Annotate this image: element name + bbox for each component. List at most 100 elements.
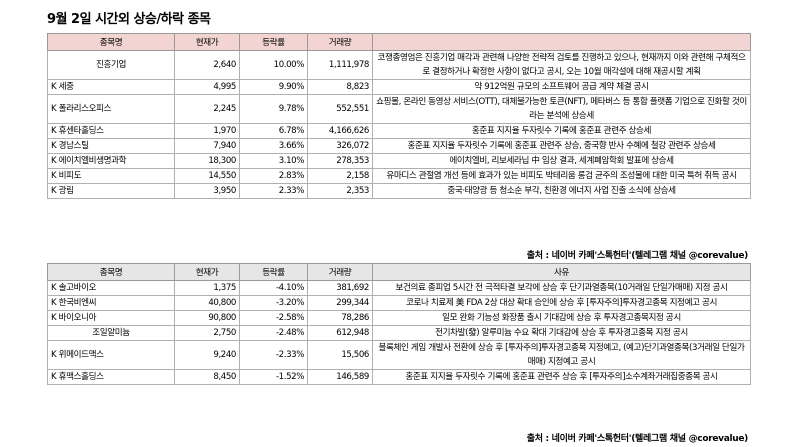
stock-name: 조일알미늄 <box>47 325 175 341</box>
stock-volume: 4,166,626 <box>307 123 373 139</box>
stock-price: 4,995 <box>174 79 240 95</box>
stock-name: K 비피도 <box>47 168 175 184</box>
stock-name: K 에이치엘비생명과학 <box>47 153 175 169</box>
table-row: K 위메이드맥스 9,240 -2.33% 15,506 블록체인 게임 개발사… <box>47 340 751 370</box>
stock-change: 9.90% <box>239 79 308 95</box>
stock-name: K 휴맥스홀딩스 <box>47 369 175 385</box>
header-change: 등락률 <box>239 263 308 281</box>
stock-volume: 552,551 <box>307 94 373 124</box>
header-price: 현재가 <box>174 33 240 51</box>
source-caption: 출처 : 네이버 카페'스톡헌터'(텔레그램 채널 @corevalue) <box>526 251 749 261</box>
table-row: K 경남스틸 7,940 3.66% 326,072 홍준표 지지율 두자릿수 … <box>47 138 751 154</box>
stock-name: K 경남스틸 <box>47 138 175 154</box>
table-row: K 폴라리스오피스 2,245 9.78% 552,551 쇼핑몰, 온라인 동… <box>47 94 751 124</box>
stock-volume: 612,948 <box>307 325 373 341</box>
header-volume: 거래량 <box>307 263 373 281</box>
stock-volume: 278,353 <box>307 153 373 169</box>
stock-name: K 한국비엔씨 <box>47 295 175 311</box>
stock-price: 14,550 <box>174 168 240 184</box>
stock-name: K 세중 <box>47 79 175 95</box>
stock-reason: 블록체인 게임 개발사 전환에 상승 후 [투자주의]투자경고종목 지정예고, … <box>372 340 751 370</box>
stock-reason: 약 912억원 규모의 소프트웨어 공급 계약 체결 공시 <box>372 79 751 95</box>
stock-reason: 일모 완화 기능성 화장품 출시 기대감에 상승 후 투자경고종목지정 공시 <box>372 310 751 326</box>
stock-price: 1,970 <box>174 123 240 139</box>
page-title: 9월 2일 시간외 상승/하락 종목 <box>47 12 211 27</box>
stock-price: 40,800 <box>174 295 240 311</box>
stock-reason: 홍준표 지지율 두자릿수 기록에 홍준표 관련주 상승세 <box>372 123 751 139</box>
stock-reason: 중국·태양광 등 청소순 부각, 친환경 에너지 사업 진출 소식에 상승세 <box>372 183 751 199</box>
stock-price: 2,640 <box>174 50 240 80</box>
stock-name: K 바이오니아 <box>47 310 175 326</box>
header-reason <box>372 33 751 51</box>
stock-change: 6.78% <box>239 123 308 139</box>
rising-header-row: 종목명 현재가 등락률 거래량 <box>47 33 751 51</box>
stock-change: -4.10% <box>239 280 308 296</box>
stock-name: K 위메이드맥스 <box>47 340 175 370</box>
stock-volume: 15,506 <box>307 340 373 370</box>
table-row: K 바이오니아 90,800 -2.58% 78,286 일모 완화 기능성 화… <box>47 310 751 326</box>
table-row: 진흥기업 2,640 10.00% 1,111,978 코쟁종영엄은 진흥기업 … <box>47 50 751 80</box>
table-row: K 솔고바이오 1,375 -4.10% 381,692 보건의료 종피업 5시… <box>47 280 751 296</box>
stock-price: 90,800 <box>174 310 240 326</box>
stock-price: 8,450 <box>174 369 240 385</box>
table-row: K 한국비엔씨 40,800 -3.20% 299,344 코로나 치료제 美 … <box>47 295 751 311</box>
stock-reason: 코로나 치료제 美 FDA 2상 대상 확대 승인에 상승 후 [투자주의]투자… <box>372 295 751 311</box>
table-row: 조일알미늄 2,750 -2.48% 612,948 전기차발(發) 알루미늄 … <box>47 325 751 341</box>
stock-price: 9,240 <box>174 340 240 370</box>
stock-reason: 에이치엘비, 리보세라닙 中 임상 결과, 세계폐암학회 발표에 상승세 <box>372 153 751 169</box>
header-price: 현재가 <box>174 263 240 281</box>
stock-price: 2,245 <box>174 94 240 124</box>
stock-volume: 381,692 <box>307 280 373 296</box>
stock-price: 18,300 <box>174 153 240 169</box>
stock-volume: 2,158 <box>307 168 373 184</box>
header-volume: 거래량 <box>307 33 373 51</box>
stock-change: 2.83% <box>239 168 308 184</box>
stock-price: 3,950 <box>174 183 240 199</box>
header-change: 등락률 <box>239 33 308 51</box>
table-row: K 에이치엘비생명과학 18,300 3.10% 278,353 에이치엘비, … <box>47 153 751 169</box>
stock-change: 10.00% <box>239 50 308 80</box>
source-caption-bottom: 출처 : 네이버 카페'스톡헌터'(텔레그램 채널 @corevalue) <box>526 434 749 444</box>
stock-change: -2.48% <box>239 325 308 341</box>
table-row: K 세중 4,995 9.90% 8,823 약 912억원 규모의 소프트웨어… <box>47 79 751 95</box>
stock-reason: 홍준표 지지율 두자릿수 기록에 홍준표 관련주 상승, 중국향 반사 수혜에 … <box>372 138 751 154</box>
falling-table: 종목명 현재가 등락률 거래량 사유 K 솔고바이오 1,375 -4.10% … <box>47 263 751 385</box>
table-row: K 광림 3,950 2.33% 2,353 중국·태양광 등 청소순 부각, … <box>47 183 751 199</box>
stock-reason: 전기차발(發) 알루미늄 수요 확대 기대감에 상승 후 투자경고종목 지정 공… <box>372 325 751 341</box>
stock-volume: 326,072 <box>307 138 373 154</box>
stock-change: 3.10% <box>239 153 308 169</box>
stock-price: 7,940 <box>174 138 240 154</box>
falling-header-row: 종목명 현재가 등락률 거래량 사유 <box>47 263 751 281</box>
stock-change: 9.78% <box>239 94 308 124</box>
stock-change: 2.33% <box>239 183 308 199</box>
stock-name: K 솔고바이오 <box>47 280 175 296</box>
header-name: 종목명 <box>47 263 175 281</box>
stock-volume: 1,111,978 <box>307 50 373 80</box>
rising-table: 종목명 현재가 등락률 거래량 진흥기업 2,640 10.00% 1,111,… <box>47 33 751 199</box>
stock-volume: 299,344 <box>307 295 373 311</box>
header-reason: 사유 <box>372 263 751 281</box>
stock-reason: 홍준표 지지율 두자릿수 기록에 홍준표 관련주 상승 후 [투자주의]소수계좌… <box>372 369 751 385</box>
stock-reason: 코쟁종영엄은 진흥기업 매각과 관련해 나양한 전략적 검토를 진행하고 있으나… <box>372 50 751 80</box>
stock-name: K 휴센타홀딩스 <box>47 123 175 139</box>
stock-name: 진흥기업 <box>47 50 175 80</box>
stock-volume: 78,286 <box>307 310 373 326</box>
stock-change: -3.20% <box>239 295 308 311</box>
stock-change: 3.66% <box>239 138 308 154</box>
table-row: K 비피도 14,550 2.83% 2,158 유마디스 관절염 개선 등에 … <box>47 168 751 184</box>
stock-reason: 유마디스 관절염 개선 등에 효과가 있는 비피도 박테리움 롱검 균주의 조성… <box>372 168 751 184</box>
stock-price: 1,375 <box>174 280 240 296</box>
table-row: K 휴센타홀딩스 1,970 6.78% 4,166,626 홍준표 지지율 두… <box>47 123 751 139</box>
header-name: 종목명 <box>47 33 175 51</box>
stock-volume: 8,823 <box>307 79 373 95</box>
stock-name: K 폴라리스오피스 <box>47 94 175 124</box>
stock-reason: 쇼핑몰, 온라인 동영상 서비스(OTT), 대체불가능한 토큰(NFT), 메… <box>372 94 751 124</box>
stock-price: 2,750 <box>174 325 240 341</box>
stock-volume: 2,353 <box>307 183 373 199</box>
stock-volume: 146,589 <box>307 369 373 385</box>
stock-name: K 광림 <box>47 183 175 199</box>
stock-change: -2.58% <box>239 310 308 326</box>
stock-reason: 보건의료 종피업 5시간 전 극적타결 보각에 상승 후 단기과열종목(10거래… <box>372 280 751 296</box>
stock-change: -2.33% <box>239 340 308 370</box>
stock-change: -1.52% <box>239 369 308 385</box>
